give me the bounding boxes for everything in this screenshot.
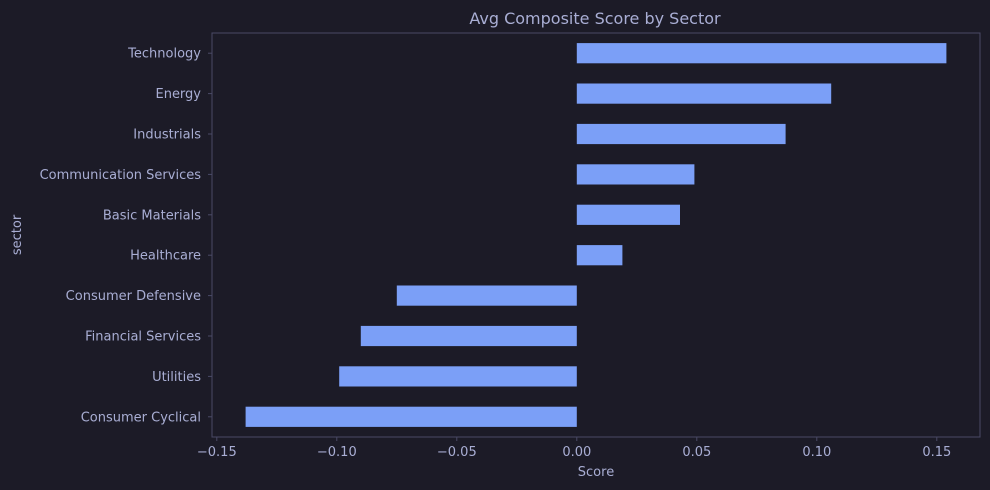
plot-frame — [211, 32, 981, 438]
y-tick-label: Industrials — [133, 128, 201, 143]
y-axis-ticks: Technology Energy Industrials Communication… — [40, 47, 212, 425]
x-tick-label: 0.00 — [562, 445, 591, 460]
bar-consumer-defensive — [396, 285, 577, 306]
x-tick-label: 0.05 — [682, 445, 711, 460]
x-tick-label: −0.15 — [197, 445, 237, 460]
y-tick-label: Financial Services — [85, 330, 201, 345]
x-tick-label: −0.10 — [317, 445, 357, 460]
y-tick-label: Consumer Cyclical — [81, 410, 201, 425]
y-tick-label: Healthcare — [130, 249, 201, 264]
bar-utilities — [339, 366, 577, 387]
bar-industrials — [576, 123, 786, 145]
bar-financial-services — [360, 325, 577, 347]
x-tick-label: −0.05 — [437, 445, 477, 460]
bar-healthcare — [576, 245, 623, 266]
x-axis-ticks: −0.15 −0.10 −0.05 0.00 0.05 0.10 0.15 — [197, 437, 951, 460]
y-tick-label: Basic Materials — [103, 208, 201, 223]
x-tick-label: 0.15 — [922, 445, 951, 460]
y-tick-label: Utilities — [152, 370, 201, 385]
chart-title: Avg Composite Score by Sector — [469, 9, 721, 28]
bars-group — [245, 43, 947, 427]
bar-consumer-cyclical — [245, 406, 577, 427]
y-tick-label: Energy — [155, 87, 201, 102]
bar-communication-services — [576, 164, 695, 185]
y-tick-label: Consumer Defensive — [66, 289, 201, 304]
bar-technology — [576, 43, 947, 64]
bar-basic-materials — [576, 204, 680, 225]
x-tick-label: 0.10 — [802, 445, 831, 460]
bar-energy — [576, 83, 832, 104]
y-tick-label: Technology — [127, 47, 201, 62]
y-axis-label: sector — [10, 214, 25, 255]
x-axis-label: Score — [578, 465, 614, 480]
y-tick-label: Communication Services — [40, 168, 202, 183]
